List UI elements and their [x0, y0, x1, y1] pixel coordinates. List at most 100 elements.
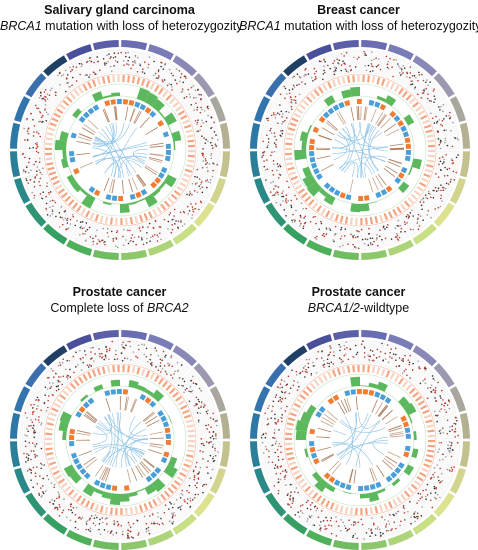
- snv-dot: [160, 65, 162, 68]
- cn-bar: [180, 404, 188, 410]
- snv-dot: [94, 73, 96, 75]
- cn-bar: [187, 154, 195, 158]
- chromosome-band: [121, 249, 148, 260]
- cn-bar: [99, 505, 104, 513]
- snv-dot: [75, 351, 77, 354]
- snv-dot: [25, 179, 28, 182]
- loh-bar: [300, 411, 312, 424]
- snv-dot: [437, 381, 439, 384]
- snv-dot: [306, 520, 309, 523]
- snv-dot: [168, 508, 170, 510]
- ring-line: [283, 73, 437, 227]
- snv-dot: [324, 71, 326, 74]
- snv-dot: [432, 189, 434, 192]
- cn-bar: [143, 503, 149, 511]
- cn-bar: [288, 171, 297, 176]
- snv-dot: [430, 384, 433, 386]
- snv-dot: [413, 513, 415, 516]
- cn-bar: [120, 507, 123, 515]
- snv-dot: [318, 524, 321, 527]
- snv-dot: [181, 225, 184, 227]
- snv-dot: [333, 234, 336, 236]
- cn-bar: [289, 122, 297, 127]
- cna-seg: [164, 427, 171, 434]
- snv-dot: [104, 64, 106, 66]
- ring-bg: [427, 100, 457, 130]
- snv-dot: [149, 353, 152, 356]
- snv-dot: [133, 61, 136, 63]
- snv-dot: [125, 344, 127, 347]
- cn-bar: [296, 108, 304, 114]
- cn-bar: [427, 154, 435, 158]
- snv-dot: [25, 456, 28, 459]
- sv-link: [99, 420, 142, 459]
- ring-bg: [33, 189, 65, 221]
- snv-dot: [43, 464, 45, 467]
- snv-dot: [69, 376, 72, 378]
- snv-dot: [312, 361, 314, 364]
- cna-seg: [163, 451, 170, 458]
- snv-dot: [33, 431, 35, 433]
- snv-dot: [90, 515, 93, 517]
- snv-dot: [186, 193, 188, 196]
- snv-dot: [438, 106, 440, 108]
- snv-dot: [79, 221, 82, 223]
- snv-dot: [112, 237, 115, 240]
- snv-dot: [110, 70, 113, 72]
- cna-seg: [405, 143, 411, 149]
- snv-dot: [267, 137, 270, 140]
- snv-dot: [34, 475, 37, 478]
- cna-seg: [110, 99, 116, 105]
- snv-dot: [404, 223, 407, 226]
- loh-bar: [91, 91, 104, 102]
- snv-dot: [190, 203, 192, 205]
- snv-dot: [178, 70, 181, 72]
- snv-dot: [293, 86, 296, 88]
- snv-dot: [389, 57, 391, 60]
- snv-dot: [128, 56, 131, 59]
- snv-dot: [210, 440, 212, 443]
- cn-bar: [295, 184, 303, 190]
- snv-dot: [418, 74, 421, 76]
- snv-dot: [41, 173, 43, 176]
- chromosome-band: [412, 55, 437, 77]
- snv-dot: [357, 247, 360, 250]
- snv-dot: [157, 369, 160, 371]
- snv-dot: [34, 176, 37, 178]
- chromosome-band: [172, 223, 197, 245]
- cna-seg: [405, 433, 411, 439]
- snv-dot: [189, 192, 192, 195]
- snv-dot: [207, 409, 209, 411]
- cna-seg: [129, 483, 136, 490]
- chromosome-band: [209, 96, 226, 123]
- snv-dot: [270, 154, 272, 157]
- snv-dot: [402, 505, 405, 507]
- snv-dot: [210, 477, 212, 479]
- snv-dot: [195, 102, 197, 104]
- cn-bar: [410, 483, 418, 490]
- snv-dot: [391, 357, 393, 360]
- snv-dot: [303, 376, 306, 378]
- sv-tick: [124, 106, 129, 121]
- snv-dot: [277, 467, 279, 470]
- snv-dot: [350, 523, 353, 526]
- snv-dot: [417, 360, 419, 362]
- cn-bar: [327, 81, 333, 89]
- loh-bar: [163, 174, 177, 188]
- snv-dot: [42, 191, 45, 193]
- snv-dot: [326, 358, 329, 361]
- snv-dot: [215, 134, 217, 136]
- snv-dot: [400, 227, 403, 230]
- snv-dot: [304, 370, 307, 373]
- snv-dot: [171, 516, 174, 519]
- cn-bar: [152, 498, 158, 507]
- sv-tick: [76, 432, 91, 436]
- snv-dot: [279, 387, 281, 389]
- snv-dot: [441, 479, 444, 482]
- snv-dot: [75, 366, 77, 368]
- panel-caption: Prostate cancer BRCA1/2-wildtype: [239, 284, 478, 316]
- cn-bar: [346, 365, 351, 374]
- snv-dot: [314, 236, 316, 239]
- snv-dot: [390, 238, 393, 240]
- snv-dot: [129, 229, 131, 232]
